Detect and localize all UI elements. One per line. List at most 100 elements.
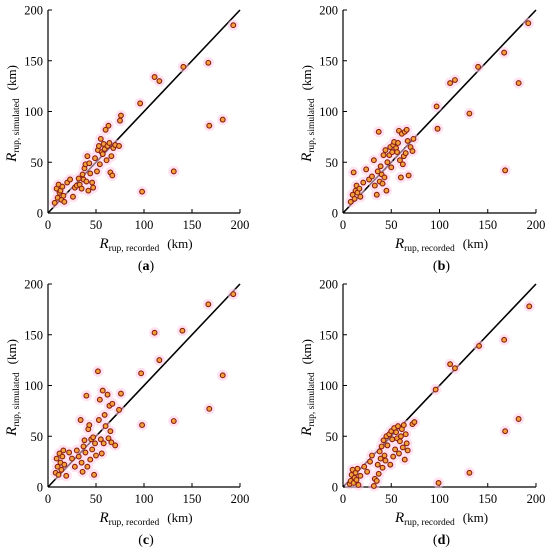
- data-point: [58, 466, 65, 473]
- data-point: [108, 439, 115, 446]
- data-point: [103, 157, 110, 164]
- data-point: [230, 22, 237, 29]
- data-point: [374, 168, 381, 175]
- data-point: [87, 170, 94, 177]
- data-point: [376, 448, 383, 455]
- data-point: [219, 116, 226, 123]
- data-point: [392, 446, 399, 453]
- data-point: [402, 431, 409, 438]
- data-point: [373, 477, 380, 484]
- data-point: [179, 327, 186, 334]
- data-point: [70, 193, 76, 200]
- x-axis-label: Rrup, recorded (km): [98, 236, 192, 254]
- data-point: [364, 468, 371, 475]
- data-point: [447, 361, 454, 368]
- x-tick-label: 0: [340, 492, 346, 506]
- data-point: [353, 476, 360, 483]
- data-point: [356, 185, 363, 192]
- x-tick-label: 50: [90, 492, 103, 506]
- data-point: [94, 168, 100, 175]
- data-point: [382, 147, 389, 154]
- data-point: [377, 163, 384, 170]
- data-point: [83, 392, 90, 399]
- x-tick-label: 50: [385, 218, 398, 232]
- data-point: [206, 405, 213, 412]
- panel-c: 0 50 100 150 200 0 50 100 150 200 Rrup, recorded (k…: [4, 278, 249, 549]
- data-point: [381, 174, 388, 181]
- data-point: [96, 161, 103, 168]
- y-tick-label: 150: [24, 328, 43, 342]
- data-point: [60, 192, 67, 199]
- data-point: [525, 20, 532, 27]
- data-point: [451, 77, 458, 83]
- data-point: [381, 452, 388, 459]
- data-point: [377, 455, 384, 462]
- data-point: [501, 49, 508, 56]
- data-point: [476, 342, 483, 349]
- y-tick-label: 50: [326, 156, 339, 170]
- data-point: [71, 463, 78, 470]
- data-point: [378, 443, 385, 450]
- y-tick-label: 200: [319, 4, 338, 18]
- data-point: [371, 182, 378, 189]
- data-point: [475, 63, 482, 70]
- y-tick-label: 50: [326, 430, 339, 444]
- data-point: [59, 183, 66, 190]
- data-point: [399, 444, 406, 451]
- data-point: [91, 471, 98, 478]
- data-point: [170, 168, 177, 175]
- data-point: [108, 153, 115, 160]
- data-point: [90, 434, 97, 441]
- data-point: [205, 301, 212, 308]
- data-point: [397, 174, 404, 181]
- data-point: [526, 303, 533, 310]
- x-tick-label: 150: [478, 218, 497, 232]
- data-point: [354, 465, 361, 472]
- data-point: [375, 128, 382, 135]
- data-point: [180, 63, 187, 70]
- data-point: [466, 469, 473, 476]
- x-tick-label: 0: [45, 218, 51, 232]
- data-point: [78, 185, 85, 192]
- x-tick-label: 200: [527, 492, 546, 506]
- data-point: [89, 179, 96, 186]
- data-point: [370, 483, 377, 489]
- data-point: [93, 452, 99, 459]
- y-axis-label: Rrup, simulated(km): [4, 339, 22, 437]
- data-point: [99, 387, 106, 394]
- data-point: [355, 482, 362, 488]
- data-point: [357, 472, 364, 479]
- x-tick-label: 100: [430, 492, 449, 506]
- data-point: [106, 140, 113, 146]
- y-tick-label: 200: [24, 278, 43, 292]
- y-axis-label: Rrup, simulated(km): [299, 339, 317, 437]
- data-point: [400, 422, 407, 429]
- data-point: [382, 457, 389, 464]
- data-point: [83, 178, 90, 185]
- data-point: [515, 80, 522, 87]
- data-point: [434, 125, 441, 132]
- data-point: [139, 422, 146, 429]
- x-tick-label: 100: [430, 218, 449, 232]
- data-point: [112, 442, 119, 449]
- data-point: [92, 155, 98, 162]
- data-point: [69, 455, 75, 462]
- y-tick-label: 150: [319, 328, 338, 342]
- y-tick-label: 0: [37, 207, 43, 221]
- data-point: [447, 80, 454, 87]
- data-point: [230, 291, 237, 298]
- data-point: [107, 428, 114, 435]
- data-point: [95, 143, 102, 149]
- x-tick-label: 200: [231, 492, 250, 506]
- data-point: [109, 172, 116, 179]
- data-point: [379, 180, 386, 187]
- data-point: [357, 193, 364, 200]
- data-point: [51, 199, 58, 206]
- data-point: [79, 468, 86, 475]
- data-point: [118, 390, 124, 397]
- data-point: [105, 435, 112, 442]
- data-point: [170, 418, 177, 424]
- x-tick-label: 150: [183, 492, 202, 506]
- y-tick-label: 200: [319, 278, 338, 292]
